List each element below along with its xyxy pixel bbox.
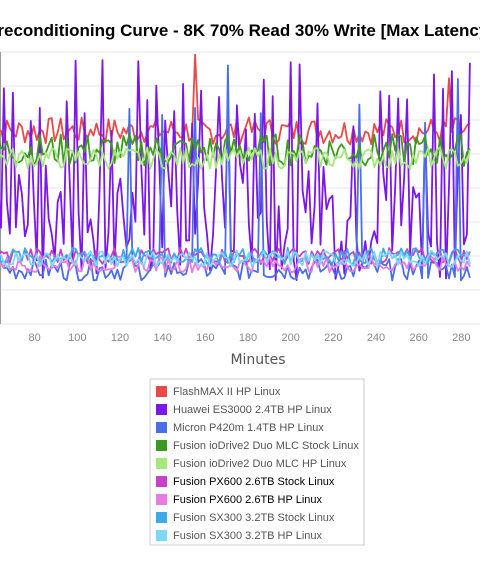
legend-swatch (156, 530, 167, 541)
legend-label: Huawei ES3000 2.4TB HP Linux (173, 404, 332, 416)
legend-swatch (156, 404, 167, 415)
plot-area (0, 51, 480, 325)
x-tick-label: 80 (29, 332, 41, 344)
x-axis-label: Minutes (230, 352, 285, 368)
legend-label: Micron P420m 1.4TB HP Linux (173, 422, 324, 434)
legend-label: Fusion PX600 2.6TB Stock Linux (173, 476, 335, 488)
legend-swatch (156, 386, 167, 397)
legend-label: Fusion SX300 3.2TB Stock Linux (173, 512, 335, 524)
x-tick-label: 280 (452, 332, 470, 344)
chart-title: Preconditioning Curve - 8K 70% Read 30% … (0, 21, 480, 40)
x-tick-label: 180 (239, 332, 257, 344)
legend-swatch (156, 512, 167, 523)
legend-label: Fusion ioDrive2 Duo MLC Stock Linux (173, 440, 359, 452)
legend-swatch (156, 476, 167, 487)
x-tick-label: 260 (409, 332, 427, 344)
x-tick-label: 160 (196, 332, 214, 344)
x-axis-ticks: 6080100120140160180200220240260280 (29, 332, 471, 344)
x-tick-label: 100 (68, 332, 86, 344)
x-tick-label: 120 (111, 332, 129, 344)
legend-swatch (156, 494, 167, 505)
x-tick-label: 200 (281, 332, 299, 344)
legend-label: Fusion SX300 3.2TB HP Linux (173, 530, 322, 542)
legend-box (149, 378, 365, 546)
legend-swatch (156, 458, 167, 469)
series-line-5 (0, 146, 471, 170)
legend-swatch (156, 440, 167, 451)
legend: FlashMAX II HP Linux Huawei ES3000 2.4TB … (149, 378, 365, 546)
x-tick-label: 140 (153, 332, 171, 344)
legend-label: FlashMAX II HP Linux (173, 386, 281, 398)
legend-label: Fusion PX600 2.6TB HP Linux (173, 494, 322, 506)
series-line-9 (0, 249, 471, 268)
series-line-2 (0, 59, 471, 282)
x-tick-label: 220 (324, 332, 342, 344)
x-tick-label: 240 (367, 332, 385, 344)
legend-swatch (156, 422, 167, 433)
legend-label: Fusion ioDrive2 Duo MLC HP Linux (173, 458, 347, 470)
